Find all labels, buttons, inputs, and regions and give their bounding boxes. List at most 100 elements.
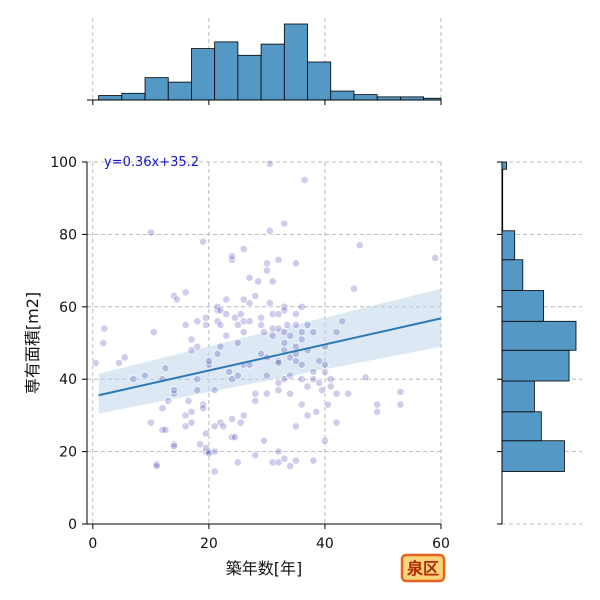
data-point <box>280 306 289 315</box>
data-point <box>292 422 300 431</box>
data-point <box>216 342 225 351</box>
data-point <box>292 357 300 365</box>
data-point <box>193 342 202 351</box>
data-point <box>297 302 306 311</box>
data-point <box>263 371 271 380</box>
data-point <box>268 310 277 318</box>
y-tick-label: 20 <box>59 445 77 461</box>
data-point <box>233 371 242 380</box>
data-point <box>297 335 306 344</box>
region-badge-label: 泉区 <box>407 559 439 578</box>
confidence-band <box>98 288 441 414</box>
data-point <box>280 339 289 347</box>
histogram-bar <box>307 61 332 101</box>
data-point <box>193 317 202 326</box>
y-tick-label: 80 <box>59 227 77 243</box>
data-point <box>164 397 173 405</box>
data-point <box>158 404 167 413</box>
data-point <box>196 440 205 449</box>
y-tick-label: 0 <box>68 517 77 533</box>
data-point <box>431 254 440 262</box>
data-point <box>300 176 309 184</box>
data-point <box>251 389 260 398</box>
y-tick-label: 40 <box>59 372 77 388</box>
data-point <box>216 306 225 315</box>
data-point <box>283 320 292 329</box>
data-point <box>146 228 155 237</box>
histogram-bar <box>501 380 535 413</box>
data-point <box>170 442 178 451</box>
y-marginal-histogram <box>497 161 582 525</box>
data-point <box>204 449 213 458</box>
data-point <box>228 433 236 442</box>
histogram-bar <box>501 259 524 291</box>
data-point <box>292 456 300 465</box>
data-point <box>268 331 277 340</box>
data-point <box>193 386 202 394</box>
data-point <box>146 418 155 427</box>
data-point <box>158 425 167 434</box>
data-point <box>323 400 332 409</box>
main-scatter-plot: 0 20 40 60 0 20 40 60 80 100 <box>50 155 450 552</box>
data-point <box>233 320 242 329</box>
data-point <box>91 359 100 367</box>
data-point <box>222 310 231 318</box>
data-point <box>260 328 268 337</box>
histogram-bar <box>144 77 169 101</box>
data-point <box>257 313 265 322</box>
data-point <box>257 349 265 358</box>
data-point <box>222 331 231 340</box>
region-badge-box <box>400 553 446 583</box>
data-point <box>274 324 283 333</box>
data-point <box>210 386 219 394</box>
data-point <box>239 295 248 304</box>
data-point <box>181 320 190 329</box>
data-point <box>216 320 225 329</box>
data-point <box>326 375 335 384</box>
x-tick-label: 40 <box>316 536 334 552</box>
histogram-bar <box>353 94 378 101</box>
data-point <box>292 259 300 268</box>
data-point <box>396 400 405 409</box>
data-point <box>263 389 271 398</box>
data-point <box>173 295 181 304</box>
data-point <box>161 364 170 373</box>
data-point <box>129 375 138 384</box>
data-point <box>297 375 306 384</box>
data-point <box>152 460 161 469</box>
data-point <box>181 411 190 420</box>
data-point <box>170 440 178 449</box>
data-point <box>350 284 358 293</box>
data-point <box>274 357 283 365</box>
data-point <box>251 292 260 300</box>
data-point <box>219 422 228 431</box>
data-point <box>228 252 236 261</box>
data-point <box>303 320 312 329</box>
histogram-bar <box>330 90 355 101</box>
data-point <box>202 429 210 438</box>
data-point <box>268 277 277 286</box>
x-marginal-histogram <box>87 18 442 105</box>
data-point <box>199 237 207 246</box>
y-axis-label: 専有面積[m2] <box>23 292 42 394</box>
data-point <box>309 328 318 337</box>
data-point <box>236 310 245 318</box>
regression-line <box>98 317 442 397</box>
data-point <box>286 331 295 340</box>
data-point <box>199 404 207 413</box>
data-point <box>315 357 324 365</box>
histogram-bar <box>501 161 508 170</box>
y-tick-label: 60 <box>59 300 77 316</box>
histogram-bar <box>501 440 565 472</box>
data-point <box>280 328 289 337</box>
histogram-bar <box>191 48 216 101</box>
data-point <box>263 266 271 275</box>
data-point <box>332 328 341 337</box>
data-point <box>100 324 109 333</box>
data-point <box>321 368 329 376</box>
data-point <box>181 288 190 297</box>
data-point <box>233 339 242 347</box>
data-point <box>251 397 260 405</box>
